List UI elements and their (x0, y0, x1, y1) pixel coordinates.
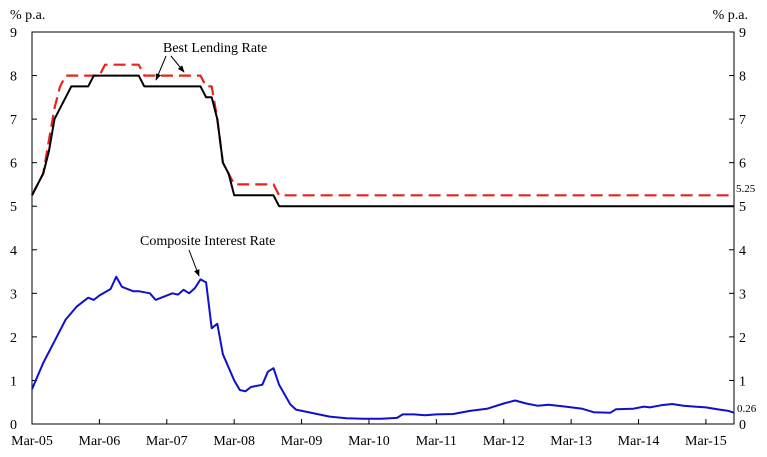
x-tick-label: Mar-09 (281, 434, 323, 449)
x-tick-label: Mar-06 (79, 434, 121, 449)
right-y-tick-label: 1 (739, 374, 746, 389)
right-y-tick-label: 3 (739, 287, 746, 302)
left-y-tick-label: 7 (10, 113, 17, 128)
composite-end-label: 0.26 (737, 403, 757, 415)
right-y-tick-label: 4 (739, 244, 746, 259)
left-y-tick-label: 1 (10, 374, 17, 389)
best-lending-rate-annotation: Best Lending Rate (155, 41, 267, 81)
x-tick-label: Mar-10 (348, 434, 390, 449)
right-y-tick-label: 7 (739, 113, 746, 128)
composite-interest-rate-label: Composite Interest Rate (140, 234, 275, 249)
composite-interest-rate-arrow (188, 249, 200, 277)
left-y-tick-label: 6 (10, 157, 17, 172)
right-y-axis: 0 1 2 3 4 5 6 7 8 9 (729, 26, 746, 433)
left-y-unit-label: % p.a. (10, 8, 45, 23)
right-y-tick-label: 6 (739, 157, 746, 172)
best-lending-rate-arrow-2 (170, 55, 185, 73)
left-y-tick-label: 5 (10, 200, 17, 215)
x-tick-label: Mar-15 (685, 434, 727, 449)
x-tick-label: Mar-05 (11, 434, 53, 449)
left-y-tick-label: 8 (10, 70, 17, 85)
plot-frame (31, 31, 735, 425)
right-y-tick-label: 2 (739, 331, 746, 346)
right-y-tick-label: 8 (739, 70, 746, 85)
right-y-unit-label: % p.a. (713, 8, 748, 23)
right-y-tick-label: 5 (739, 200, 746, 215)
left-y-tick-label: 9 (10, 26, 17, 41)
series-layer (31, 63, 735, 420)
composite-interest-rate-annotation: Composite Interest Rate (140, 234, 275, 277)
x-tick-label: Mar-14 (618, 434, 660, 449)
x-tick-label: Mar-07 (146, 434, 188, 449)
left-y-axis: 0 1 2 3 4 5 6 7 8 9 (10, 26, 37, 433)
x-tick-label: Mar-12 (483, 434, 525, 449)
left-y-tick-label: 3 (10, 287, 17, 302)
x-tick-label: Mar-11 (416, 434, 457, 449)
right-y-tick-label: 9 (739, 26, 746, 41)
left-y-tick-label: 0 (10, 418, 17, 433)
x-axis: Mar-05 Mar-06 Mar-07 Mar-08 Mar-09 Mar-10 Mar-… (11, 419, 727, 449)
best-lending-rate-label: Best Lending Rate (163, 41, 267, 56)
left-y-tick-label: 4 (10, 244, 17, 259)
best-lending-rate-upper-line (31, 63, 734, 197)
blr-end-label: 5.25 (736, 183, 756, 195)
right-y-tick-label: 0 (739, 418, 746, 433)
x-tick-label: Mar-08 (213, 434, 255, 449)
x-tick-label: Mar-13 (550, 434, 592, 449)
best-lending-rate-arrow-1 (155, 55, 167, 81)
best-lending-rate-lower-line (31, 74, 734, 208)
composite-interest-rate-line (31, 275, 735, 420)
left-y-tick-label: 2 (10, 331, 17, 346)
